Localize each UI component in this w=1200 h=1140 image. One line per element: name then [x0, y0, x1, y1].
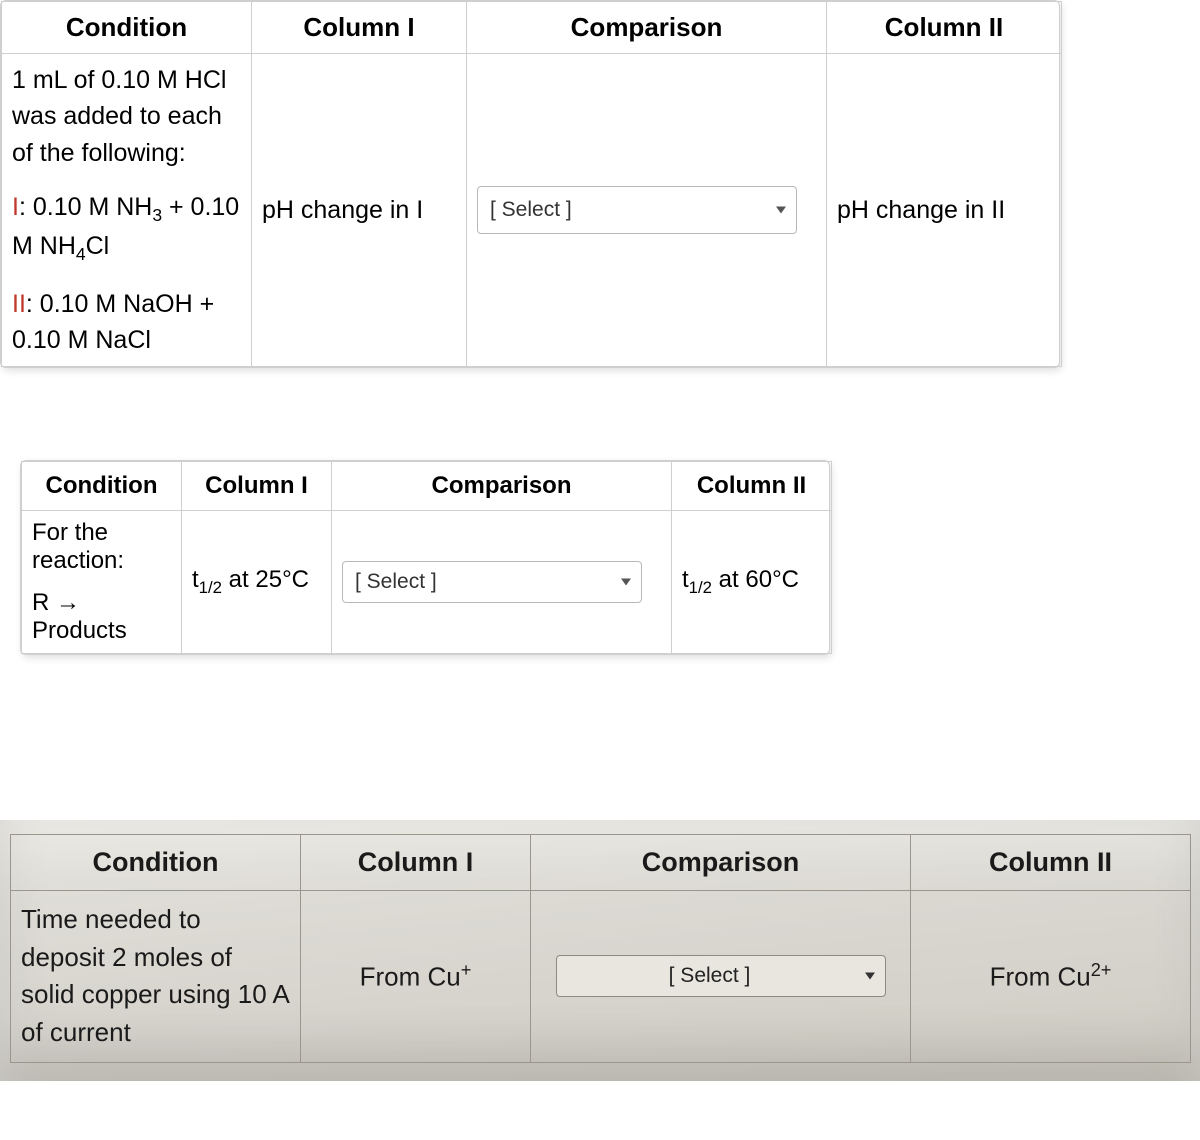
condition-option-1: I: 0.10 M NH3 + 0.10 M NH4Cl	[12, 189, 241, 268]
arrow-icon: →	[56, 589, 80, 616]
col-header-comparison: Comparison	[467, 2, 827, 54]
comparison-select[interactable]: [ Select ]	[342, 561, 642, 603]
roman-2: II	[12, 290, 26, 318]
column1-cell: t1/2 at 25°C	[182, 511, 332, 654]
select-value: [ Select ]	[669, 964, 751, 987]
table-2-card: Condition Column I Comparison Column II …	[20, 460, 830, 655]
table-row: Condition Column I Comparison Column II	[2, 2, 1062, 54]
comparison-cell: [ Select ]	[332, 511, 672, 654]
col-header-comparison: Comparison	[332, 462, 672, 511]
col-header-column1: Column I	[301, 835, 531, 891]
table-row: Time needed to deposit 2 moles of solid …	[11, 891, 1191, 1063]
col-header-condition: Condition	[11, 835, 301, 891]
table-row: 1 mL of 0.10 M HCl was added to each of …	[2, 54, 1062, 367]
column2-cell: pH change in II	[827, 54, 1062, 367]
comparison-cell: [ Select ]	[531, 891, 911, 1063]
select-value: [ Select ]	[355, 570, 437, 593]
col-header-condition: Condition	[22, 462, 182, 511]
comparison-select[interactable]: [ Select ]	[477, 186, 797, 234]
condition-option-2: II: 0.10 M NaOH + 0.10 M NaCl	[12, 286, 241, 359]
table-1: Condition Column I Comparison Column II …	[1, 1, 1062, 367]
condition-line2: R → Products	[32, 589, 171, 645]
condition-cell: 1 mL of 0.10 M HCl was added to each of …	[2, 54, 252, 367]
condition-intro: 1 mL of 0.10 M HCl was added to each of …	[12, 62, 241, 171]
comparison-cell: [ Select ]	[467, 54, 827, 367]
condition-cell: Time needed to deposit 2 moles of solid …	[11, 891, 301, 1063]
column1-cell: From Cu+	[301, 891, 531, 1063]
col-header-column2: Column II	[827, 2, 1062, 54]
col-header-column2: Column II	[672, 462, 832, 511]
column1-cell: pH change in I	[252, 54, 467, 367]
column2-cell: From Cu2+	[911, 891, 1191, 1063]
select-value: [ Select ]	[490, 198, 572, 221]
table-3-card: Condition Column I Comparison Column II …	[0, 820, 1200, 1081]
col-header-column2: Column II	[911, 835, 1191, 891]
table-row: Condition Column I Comparison Column II	[11, 835, 1191, 891]
condition-cell: For the reaction: R → Products	[22, 511, 182, 654]
col-header-condition: Condition	[2, 2, 252, 54]
table-row: For the reaction: R → Products t1/2 at 2…	[22, 511, 832, 654]
condition-line1: For the reaction:	[32, 519, 171, 575]
table-2: Condition Column I Comparison Column II …	[21, 461, 832, 654]
col-header-column1: Column I	[182, 462, 332, 511]
roman-1: I	[12, 193, 19, 221]
table-row: Condition Column I Comparison Column II	[22, 462, 832, 511]
column2-cell: t1/2 at 60°C	[672, 511, 832, 654]
comparison-select[interactable]: [ Select ]	[556, 955, 886, 997]
table-1-card: Condition Column I Comparison Column II …	[0, 0, 1060, 368]
col-header-comparison: Comparison	[531, 835, 911, 891]
table-3: Condition Column I Comparison Column II …	[10, 834, 1191, 1063]
col-header-column1: Column I	[252, 2, 467, 54]
